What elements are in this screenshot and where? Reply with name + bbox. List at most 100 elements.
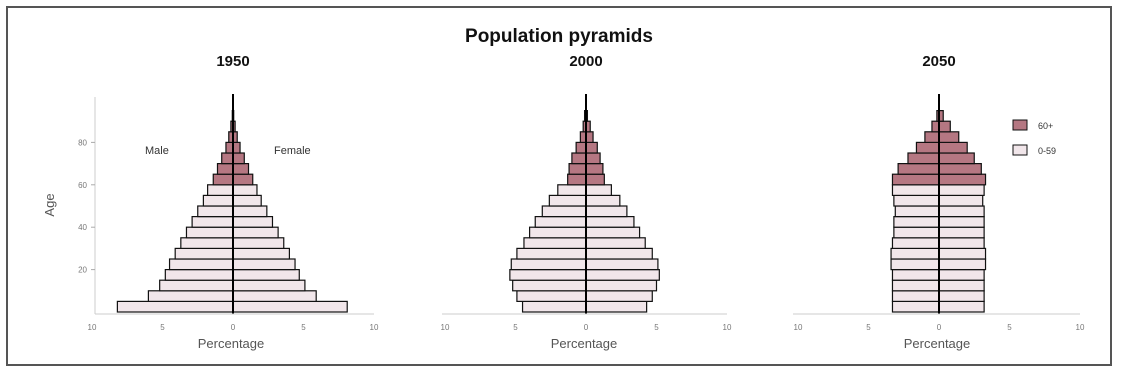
male-bar xyxy=(907,152,940,165)
pyramid-panel-2000: 2000 10 5 0 5 10 Percentage xyxy=(441,53,732,351)
male-bar xyxy=(891,290,940,302)
female-bar xyxy=(938,216,985,228)
female-bar xyxy=(938,205,985,218)
female-bar xyxy=(938,279,985,292)
male-bar xyxy=(891,269,940,281)
female-bar xyxy=(232,173,254,186)
female-bar xyxy=(232,290,317,302)
female-bar xyxy=(938,269,985,281)
legend: 60+ 0-59 xyxy=(1012,119,1056,156)
female-bar xyxy=(232,184,258,197)
female-bar xyxy=(585,141,598,154)
male-bar xyxy=(571,152,587,165)
female-bar xyxy=(585,300,648,313)
x-tick-label: 10 xyxy=(370,323,379,332)
female-bar xyxy=(938,300,985,313)
y-axis-label: Age xyxy=(42,193,57,216)
female-bar xyxy=(232,226,279,239)
female-bar xyxy=(938,258,987,271)
male-bar xyxy=(528,226,587,239)
x-tick-label: 0 xyxy=(584,323,589,332)
legend-label-old: 60+ xyxy=(1038,121,1053,131)
female-bar xyxy=(938,141,968,154)
female-bar xyxy=(232,269,300,281)
female-bar xyxy=(585,194,621,207)
female-bar xyxy=(938,163,982,175)
male-bar xyxy=(197,205,234,218)
female-bar xyxy=(938,184,985,197)
female-bar xyxy=(585,226,641,239)
female-bar xyxy=(938,237,985,250)
male-bar xyxy=(174,247,234,260)
chart-title: Population pyramids xyxy=(465,26,653,47)
male-bar xyxy=(510,258,587,271)
female-bar xyxy=(232,279,306,292)
male-bar xyxy=(575,141,587,154)
female-bar xyxy=(585,247,653,260)
female-annotation: Female xyxy=(274,145,311,157)
female-bar xyxy=(938,247,987,260)
male-bar xyxy=(891,300,940,313)
panel-title: 1950 xyxy=(216,53,249,70)
female-bar xyxy=(585,152,601,165)
male-bar xyxy=(180,237,234,250)
male-bar xyxy=(207,184,234,197)
female-bar xyxy=(585,163,604,175)
male-bar xyxy=(924,131,940,144)
female-bar xyxy=(585,173,605,186)
male-annotation: Male xyxy=(145,145,169,157)
x-tick-label: 5 xyxy=(160,323,165,332)
y-tick-label: 60 xyxy=(78,181,87,190)
male-bar xyxy=(568,163,587,175)
male-bar xyxy=(521,300,587,313)
male-bar xyxy=(159,279,234,292)
male-bar xyxy=(185,226,234,239)
male-bar xyxy=(541,205,587,218)
female-bar xyxy=(232,300,348,313)
x-axis-label: Percentage xyxy=(904,336,971,351)
female-bar xyxy=(938,290,985,302)
female-bar xyxy=(232,216,274,228)
y-tick-label: 80 xyxy=(78,138,87,147)
male-bar xyxy=(915,141,940,154)
y-axis: 20 40 60 80 Age xyxy=(42,97,96,314)
x-tick-label: 0 xyxy=(937,323,942,332)
x-tick-label: 10 xyxy=(723,323,732,332)
female-bar xyxy=(585,237,646,250)
female-bar xyxy=(585,258,659,271)
female-bar xyxy=(585,290,653,302)
male-bar xyxy=(212,173,234,186)
male-bar xyxy=(221,152,234,165)
male-bar xyxy=(147,290,234,302)
female-bar xyxy=(232,194,262,207)
male-bar xyxy=(216,163,234,175)
male-bar xyxy=(168,258,234,271)
female-bar xyxy=(585,184,612,197)
male-bar xyxy=(890,258,940,271)
male-bar xyxy=(891,173,940,186)
x-tick-label: 5 xyxy=(1007,323,1012,332)
male-bar xyxy=(202,194,234,207)
legend-label-young: 0-59 xyxy=(1038,146,1056,156)
male-bar xyxy=(516,247,587,260)
x-tick-label: 5 xyxy=(654,323,659,332)
panel-title: 2000 xyxy=(569,53,602,70)
male-bar xyxy=(931,120,940,133)
y-tick-label: 40 xyxy=(78,223,87,232)
male-bar xyxy=(890,247,940,260)
male-bar xyxy=(893,216,940,228)
female-bar xyxy=(938,173,987,186)
x-axis-label: Percentage xyxy=(198,336,265,351)
male-bar xyxy=(191,216,234,228)
pyramid-panel-2050: 2050 10 5 0 5 10 Percentage xyxy=(793,53,1085,351)
male-bar xyxy=(523,237,587,250)
female-bar xyxy=(232,152,245,165)
female-bar xyxy=(585,279,658,292)
x-tick-label: 5 xyxy=(301,323,306,332)
female-bar xyxy=(232,247,291,260)
female-bar xyxy=(232,205,268,218)
x-tick-label: 5 xyxy=(866,323,871,332)
female-bar xyxy=(938,194,984,207)
male-bar xyxy=(567,173,587,186)
